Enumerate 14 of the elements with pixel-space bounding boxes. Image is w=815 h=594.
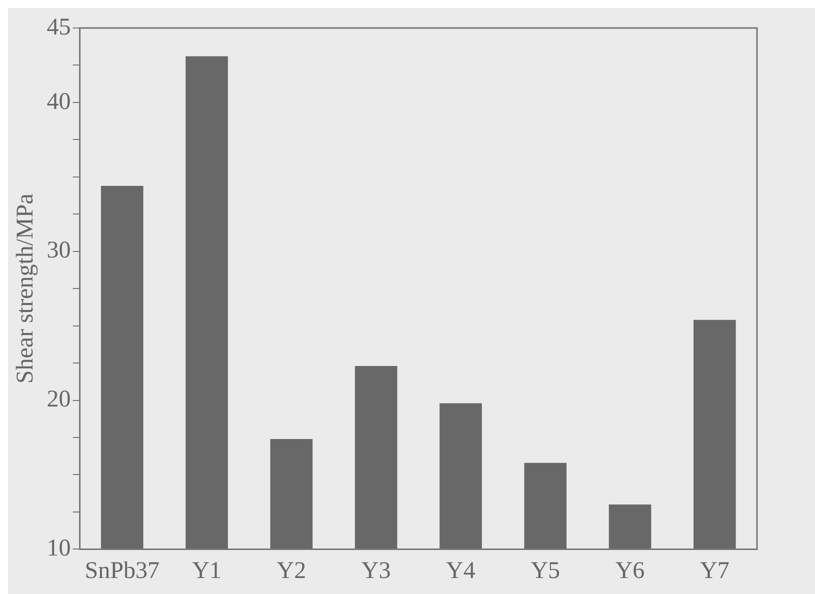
x-tick-label: Y1 [192,558,222,584]
y-tick-label: 40 [46,88,71,115]
x-tick-label: Y5 [530,558,560,584]
x-tick-label: Y6 [615,558,645,584]
y-tick-label: 30 [46,238,71,264]
x-tick-label: Y3 [361,558,391,584]
x-tick-label: Y7 [700,558,730,584]
x-tick-label: Y4 [446,558,476,584]
y-tick-label: 20 [46,386,71,413]
y-tick-label: 45 [46,14,71,40]
x-tick-label: SnPb37 [84,558,160,584]
x-tick-label: Y2 [276,558,306,584]
y-tick-label: 10 [46,535,71,562]
y-axis-title: Shear strength/MPa [12,193,39,384]
